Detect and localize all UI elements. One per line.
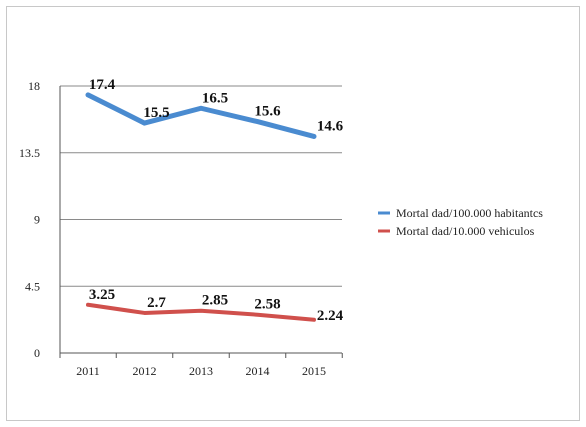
- y-tick-label: 9: [34, 213, 40, 227]
- data-point: [87, 304, 89, 306]
- data-point: [200, 310, 202, 312]
- x-axis-ticks: 2011 2012 2013 2014 2015: [59, 353, 343, 378]
- data-point: [257, 121, 258, 123]
- data-label: 15.6: [254, 104, 281, 120]
- x-tick-label: 2012: [133, 364, 157, 378]
- x-tick-label: 2014: [246, 364, 270, 378]
- data-label: 2.58: [254, 297, 280, 313]
- data-label: 3.25: [89, 287, 115, 303]
- data-label: 17.4: [89, 77, 116, 93]
- series-lines: [85, 92, 317, 322]
- data-labels: 17.4 15.5 16.5 15.6 14.6 3.25 2.7 2.85 2.58 2.24: [89, 77, 344, 324]
- data-label: 16.5: [202, 90, 228, 106]
- x-tick-label: 2013: [189, 364, 213, 378]
- gridlines: [60, 85, 342, 287]
- y-axis-ticks: 0 4.5 9 13.5 18: [19, 79, 40, 360]
- y-tick-label: 18: [28, 79, 40, 93]
- data-label: 2.24: [317, 308, 344, 324]
- chart-frame: [6, 6, 580, 421]
- legend: Mortal dad/100.000 habitantcs Mortal dad/…: [378, 206, 543, 238]
- x-tick-label: 2011: [76, 364, 100, 378]
- y-tick-label: 0: [34, 346, 40, 360]
- y-tick-label: 4.5: [25, 279, 40, 293]
- data-point: [313, 319, 315, 321]
- y-tick-label: 13.5: [19, 146, 40, 160]
- data-label: 15.5: [143, 105, 169, 121]
- data-point: [200, 107, 202, 109]
- x-tick-label: 2015: [302, 364, 326, 378]
- data-point: [144, 122, 145, 124]
- data-label: 2.7: [147, 295, 166, 311]
- data-label: 2.85: [202, 293, 228, 309]
- data-point: [144, 312, 145, 314]
- data-point: [257, 314, 258, 316]
- legend-label: Mortal dad/100.000 habitantcs: [396, 206, 543, 220]
- data-point: [87, 94, 89, 96]
- data-label: 14.6: [317, 118, 344, 134]
- axes: [59, 86, 342, 354]
- legend-label: Mortal dad/10.000 vehiculos: [396, 224, 535, 238]
- data-point: [313, 135, 315, 137]
